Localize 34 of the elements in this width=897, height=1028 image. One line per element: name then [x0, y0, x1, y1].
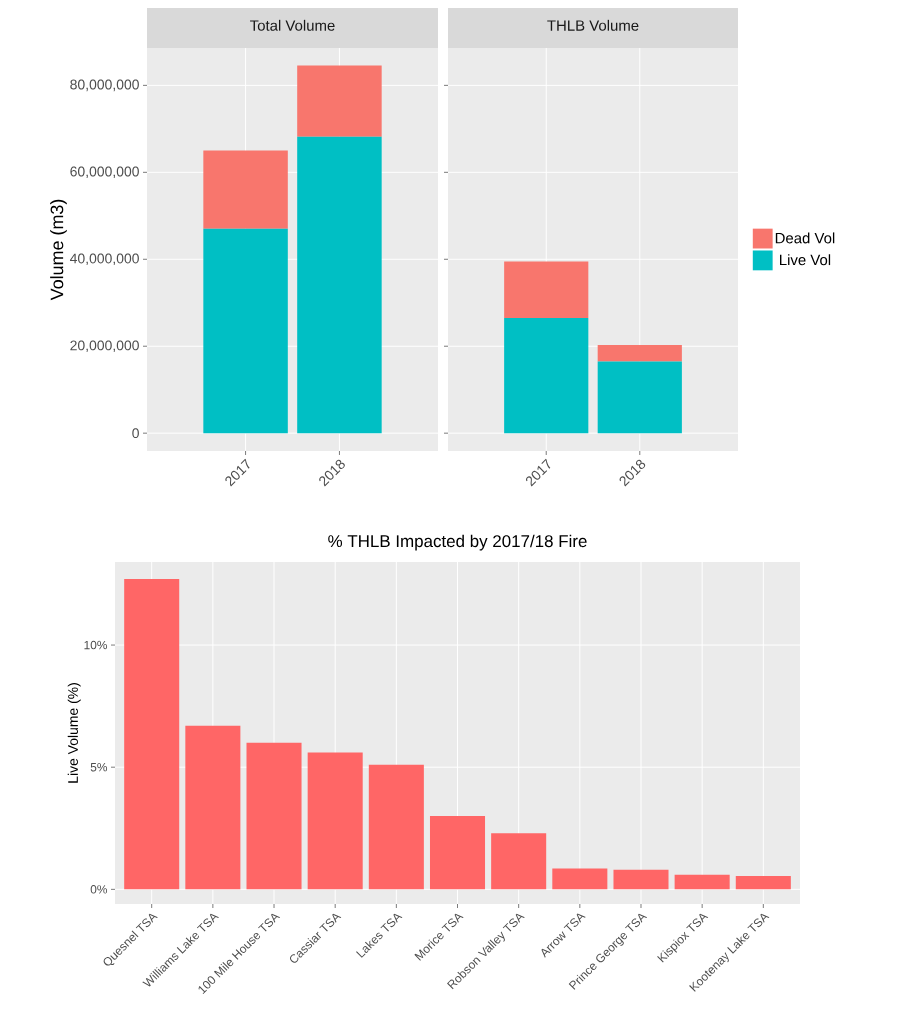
y-tick-label: 80,000,000: [70, 79, 139, 92]
y-tick-label: 40,000,000: [69, 253, 139, 266]
bar: [504, 261, 589, 318]
bar: [674, 874, 730, 890]
bar: [613, 869, 669, 890]
bar: [297, 65, 382, 137]
y-axis-title: Volume (m3): [50, 199, 67, 301]
y-axis-title: Live Volume (%): [67, 683, 81, 783]
bar: [203, 228, 288, 434]
bar: [307, 752, 363, 890]
bar: [597, 344, 682, 362]
y-tick-label: 60,000,000: [70, 166, 139, 179]
y-tick-label: 5%: [90, 762, 108, 772]
bar: [491, 833, 547, 890]
bar: [297, 136, 382, 434]
legend-label: Dead Vol: [775, 232, 835, 244]
y-tick-label: 20,000,000: [70, 340, 139, 352]
y-tick-label: 0%: [90, 885, 108, 894]
bar: [735, 875, 791, 890]
bar: [597, 361, 682, 434]
chart-title: % THLB Impacted by 2017/18 Fire: [328, 534, 587, 551]
bar: [429, 816, 486, 890]
bar: [246, 742, 302, 890]
chart-title: Total Volume: [250, 19, 335, 31]
chart-title: THLB Volume: [547, 19, 639, 31]
bar: [124, 579, 180, 890]
y-tick-label: 0: [132, 428, 139, 439]
bar: [552, 868, 608, 890]
bar: [185, 725, 241, 890]
bar: [203, 150, 288, 229]
bar: [504, 317, 589, 434]
bar: [368, 764, 424, 890]
y-tick-label: 10%: [84, 640, 108, 650]
legend-label: Live Vol: [780, 254, 831, 266]
